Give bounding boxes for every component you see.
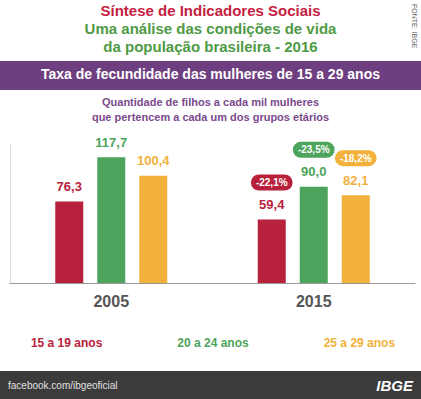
svg-text:facebook.com/ibgeoficial: facebook.com/ibgeoficial bbox=[8, 380, 118, 391]
svg-text:20 a 24 anos: 20 a 24 anos bbox=[177, 336, 249, 350]
svg-text:Taxa de fecundidade das mulher: Taxa de fecundidade das mulheres de 15 a… bbox=[41, 66, 380, 82]
svg-text:59,4: 59,4 bbox=[259, 197, 285, 212]
svg-text:FONTE: IBGE: FONTE: IBGE bbox=[411, 4, 418, 49]
svg-text:2015: 2015 bbox=[296, 293, 332, 310]
svg-text:-18,2%: -18,2% bbox=[340, 153, 372, 164]
svg-text:117,7: 117,7 bbox=[95, 135, 127, 150]
svg-text:da população brasileira - 2016: da população brasileira - 2016 bbox=[103, 38, 317, 55]
svg-text:Quantidade de filhos a cada mi: Quantidade de filhos a cada mil mulheres bbox=[102, 96, 319, 108]
svg-text:82,1: 82,1 bbox=[343, 173, 368, 188]
svg-text:IBGE: IBGE bbox=[376, 377, 414, 394]
svg-text:90,0: 90,0 bbox=[301, 164, 326, 179]
svg-text:-22,1%: -22,1% bbox=[256, 177, 288, 188]
svg-text:15 a 19 anos: 15 a 19 anos bbox=[31, 336, 103, 350]
svg-text:76,3: 76,3 bbox=[57, 179, 82, 194]
svg-text:2005: 2005 bbox=[93, 293, 129, 310]
svg-text:que pertencem a cada um dos gr: que pertencem a cada um dos grupos etári… bbox=[92, 111, 329, 123]
svg-text:100,4: 100,4 bbox=[137, 153, 170, 168]
svg-text:Síntese de Indicadores Sociais: Síntese de Indicadores Sociais bbox=[100, 2, 320, 19]
svg-text:Uma análise das condições de v: Uma análise das condições de vida bbox=[85, 20, 337, 37]
svg-text:-23,5%: -23,5% bbox=[298, 144, 330, 155]
svg-text:25 a 29 anos: 25 a 29 anos bbox=[324, 336, 396, 350]
